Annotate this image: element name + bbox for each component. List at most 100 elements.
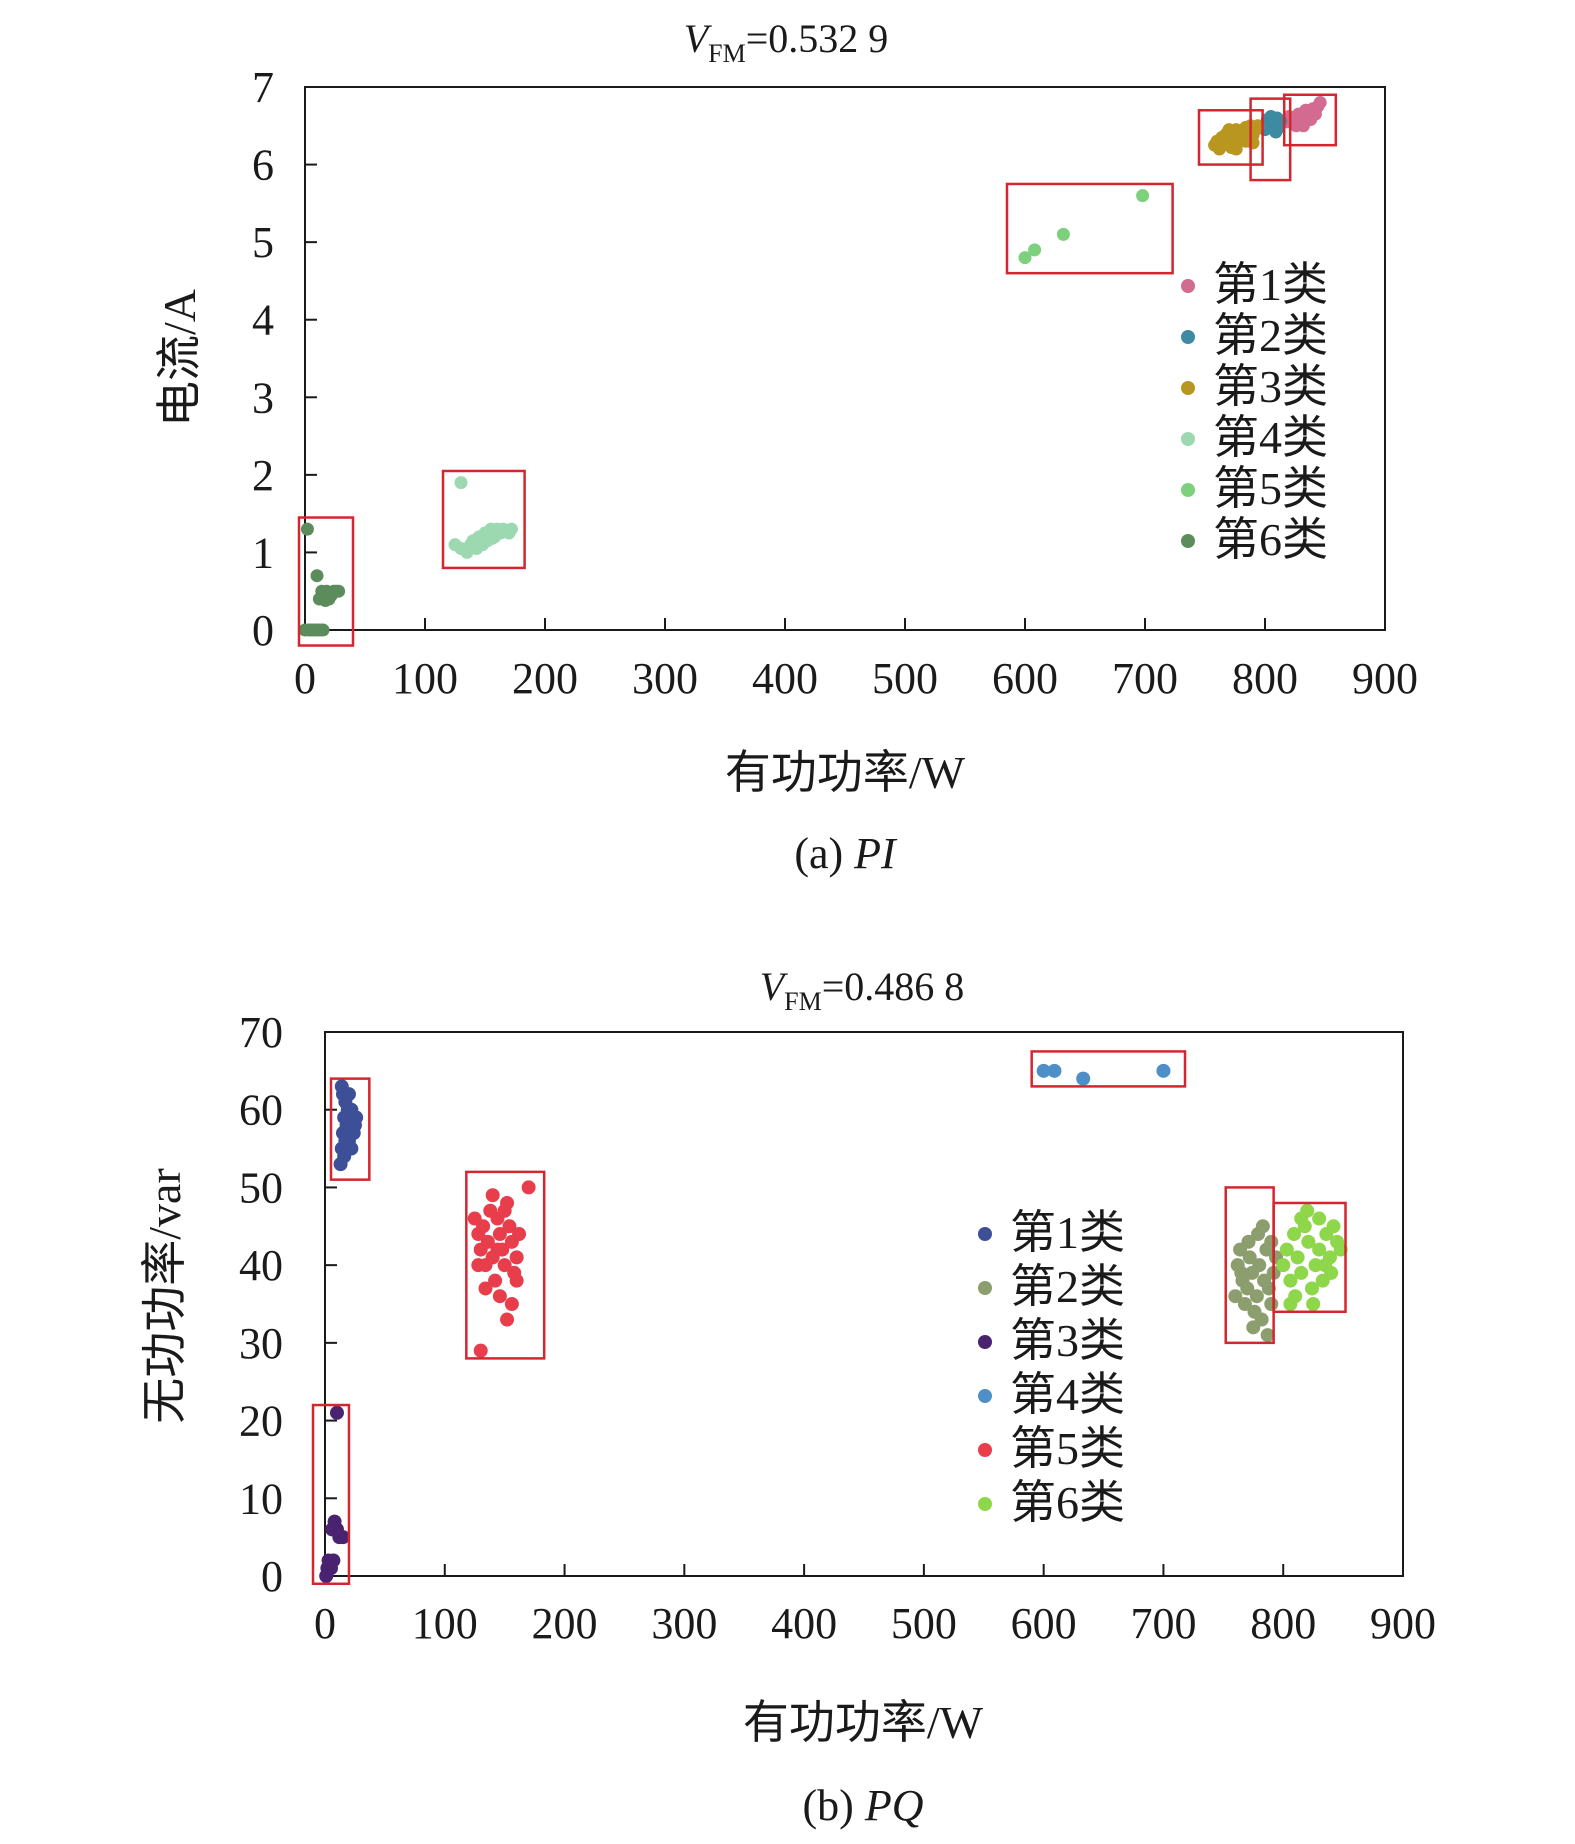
chart-a-ytick-label: 3 <box>252 373 274 422</box>
chart-b-point-series-5 <box>512 1227 527 1242</box>
chart-b-ytick-label: 0 <box>261 1552 283 1601</box>
chart-b-point-series-1 <box>341 1087 356 1102</box>
chart-b-cluster-box <box>311 1403 351 1586</box>
chart-a-ytick-label: 6 <box>252 141 274 190</box>
chart-b-point-series-6 <box>1312 1211 1327 1226</box>
chart-b-legend-marker <box>978 1497 992 1511</box>
chart-b-legend-label: 第5类 <box>1010 1423 1125 1474</box>
chart-b-point-series-2 <box>1251 1227 1266 1242</box>
chart-b-xtick-label: 300 <box>651 1599 717 1648</box>
chart-b-legend-marker <box>978 1389 992 1403</box>
chart-b-point-series-5 <box>480 1234 495 1249</box>
chart-a-ytick-label: 5 <box>252 218 274 267</box>
chart-a-caption-prefix: (a) <box>794 829 854 878</box>
chart-a-caption-italic: PI <box>853 829 898 878</box>
chart-b-point-series-5 <box>471 1258 486 1273</box>
chart-b-cluster-box <box>1272 1201 1347 1314</box>
chart-b-point-series-4 <box>1156 1063 1171 1078</box>
chart-b-ytick-label: 70 <box>239 1008 283 1057</box>
chart-a-point-series-4 <box>454 476 468 490</box>
chart-a-ytick-label: 1 <box>252 528 274 577</box>
chart-b-title-v: V <box>760 964 789 1009</box>
chart-a-title: VFM=0.532 9 <box>684 16 889 68</box>
chart-a-cluster-box <box>1197 109 1264 166</box>
chart-a-legend-label: 第5类 <box>1213 463 1328 514</box>
chart-b-point-series-6 <box>1283 1273 1298 1288</box>
chart-a-legend-marker <box>1181 483 1195 497</box>
chart-b-point-series-6 <box>1326 1219 1341 1234</box>
chart-a-point-series-5 <box>1056 227 1070 241</box>
chart-a-ylabel: 电流/A <box>154 289 205 427</box>
chart-a-legend-marker <box>1181 279 1195 293</box>
chart-a-legend-marker <box>1181 432 1195 446</box>
chart-b-point-series-5 <box>509 1273 524 1288</box>
chart-b-point-series-2 <box>1249 1289 1264 1304</box>
chart-b: VFM=0.486 8 0 100 200 300 400 500 600 700 800 900… <box>139 964 1436 1830</box>
chart-b-point-series-5 <box>485 1188 500 1203</box>
chart-b-point-series-5 <box>502 1219 517 1234</box>
chart-a-point-series-6 <box>323 586 337 600</box>
chart-b-point-series-6 <box>1283 1297 1298 1311</box>
chart-b-point-series-3 <box>335 1530 350 1545</box>
chart-a-point-series-5 <box>1028 243 1042 257</box>
chart-a-point-series-2 <box>1266 116 1280 130</box>
chart-b-point-series-6 <box>1276 1258 1291 1273</box>
chart-a-legend-label: 第3类 <box>1213 361 1328 412</box>
chart-b-points <box>319 1063 1348 1583</box>
chart-a-ytick-label: 7 <box>252 63 274 112</box>
chart-b-point-series-5 <box>490 1242 505 1257</box>
chart-b-point-series-4 <box>1076 1071 1091 1086</box>
chart-a-point-series-4 <box>504 522 518 536</box>
chart-b-point-series-2 <box>1241 1234 1256 1249</box>
chart-a-title-value: =0.532 9 <box>746 16 889 61</box>
chart-b-point-series-5 <box>488 1273 503 1288</box>
chart-a-yticks: 0 1 2 3 4 5 6 7 <box>252 63 317 655</box>
chart-b-legend-label: 第1类 <box>1010 1207 1125 1258</box>
chart-b-point-series-2 <box>1264 1297 1279 1311</box>
chart-b-xtick-label: 700 <box>1130 1599 1196 1648</box>
chart-a-cluster-box <box>297 516 355 647</box>
chart-b-point-series-6 <box>1294 1211 1309 1226</box>
chart-a-point-series-3 <box>1222 123 1236 137</box>
chart-b-point-series-3 <box>326 1553 341 1568</box>
chart-a-point-series-3 <box>1229 142 1243 156</box>
chart-b-ylabel: 无功功率/var <box>139 1168 190 1424</box>
chart-a-xtick-label: 600 <box>992 654 1058 703</box>
chart-b-point-series-1 <box>337 1149 352 1164</box>
chart-b-point-series-1 <box>344 1102 359 1117</box>
chart-b-point-series-1 <box>338 1133 353 1148</box>
chart-b-legend-label: 第6类 <box>1010 1477 1125 1528</box>
chart-a-cluster-box <box>1282 93 1338 147</box>
chart-b-point-series-6 <box>1333 1242 1348 1257</box>
chart-a-cluster-box <box>441 469 526 570</box>
chart-b-point-series-5 <box>509 1250 524 1265</box>
chart-b-point-series-2 <box>1240 1281 1255 1296</box>
chart-b-point-series-2 <box>1261 1281 1276 1296</box>
chart-b-point-series-5 <box>492 1289 507 1304</box>
chart-b-xtick-label: 800 <box>1250 1599 1316 1648</box>
chart-a-caption: (a) PI <box>794 829 898 878</box>
chart-a-xtick-label: 400 <box>752 654 818 703</box>
chart-b-xtick-label: 200 <box>532 1599 598 1648</box>
chart-b-xtick-label: 500 <box>891 1599 957 1648</box>
chart-a-legend-marker <box>1181 534 1195 548</box>
chart-b-caption: (b) PQ <box>803 1781 924 1830</box>
chart-a-xtick-label: 0 <box>294 654 316 703</box>
chart-a-cluster-box <box>1005 182 1174 275</box>
chart-b-point-series-6 <box>1306 1297 1321 1311</box>
chart-b-point-series-6 <box>1287 1227 1302 1242</box>
chart-b-point-series-6 <box>1304 1281 1319 1296</box>
chart-b-highlight-boxes <box>311 1050 1347 1586</box>
chart-a-xtick-label: 900 <box>1352 654 1418 703</box>
chart-b-legend-label: 第4类 <box>1010 1369 1125 1420</box>
chart-b-yticks: 0 10 20 30 40 50 60 70 <box>239 1008 337 1601</box>
chart-b-point-series-2 <box>1228 1289 1243 1304</box>
chart-a-xtick-label: 300 <box>632 654 698 703</box>
chart-b-point-series-6 <box>1318 1258 1333 1273</box>
chart-b-point-series-1 <box>343 1118 358 1133</box>
chart-b-point-series-5 <box>476 1219 491 1234</box>
chart-a-point-series-5 <box>1136 189 1150 203</box>
chart-b-cluster-box <box>465 1170 546 1360</box>
chart-a-legend-marker <box>1181 330 1195 344</box>
chart-b-cluster-box <box>1030 1050 1187 1088</box>
